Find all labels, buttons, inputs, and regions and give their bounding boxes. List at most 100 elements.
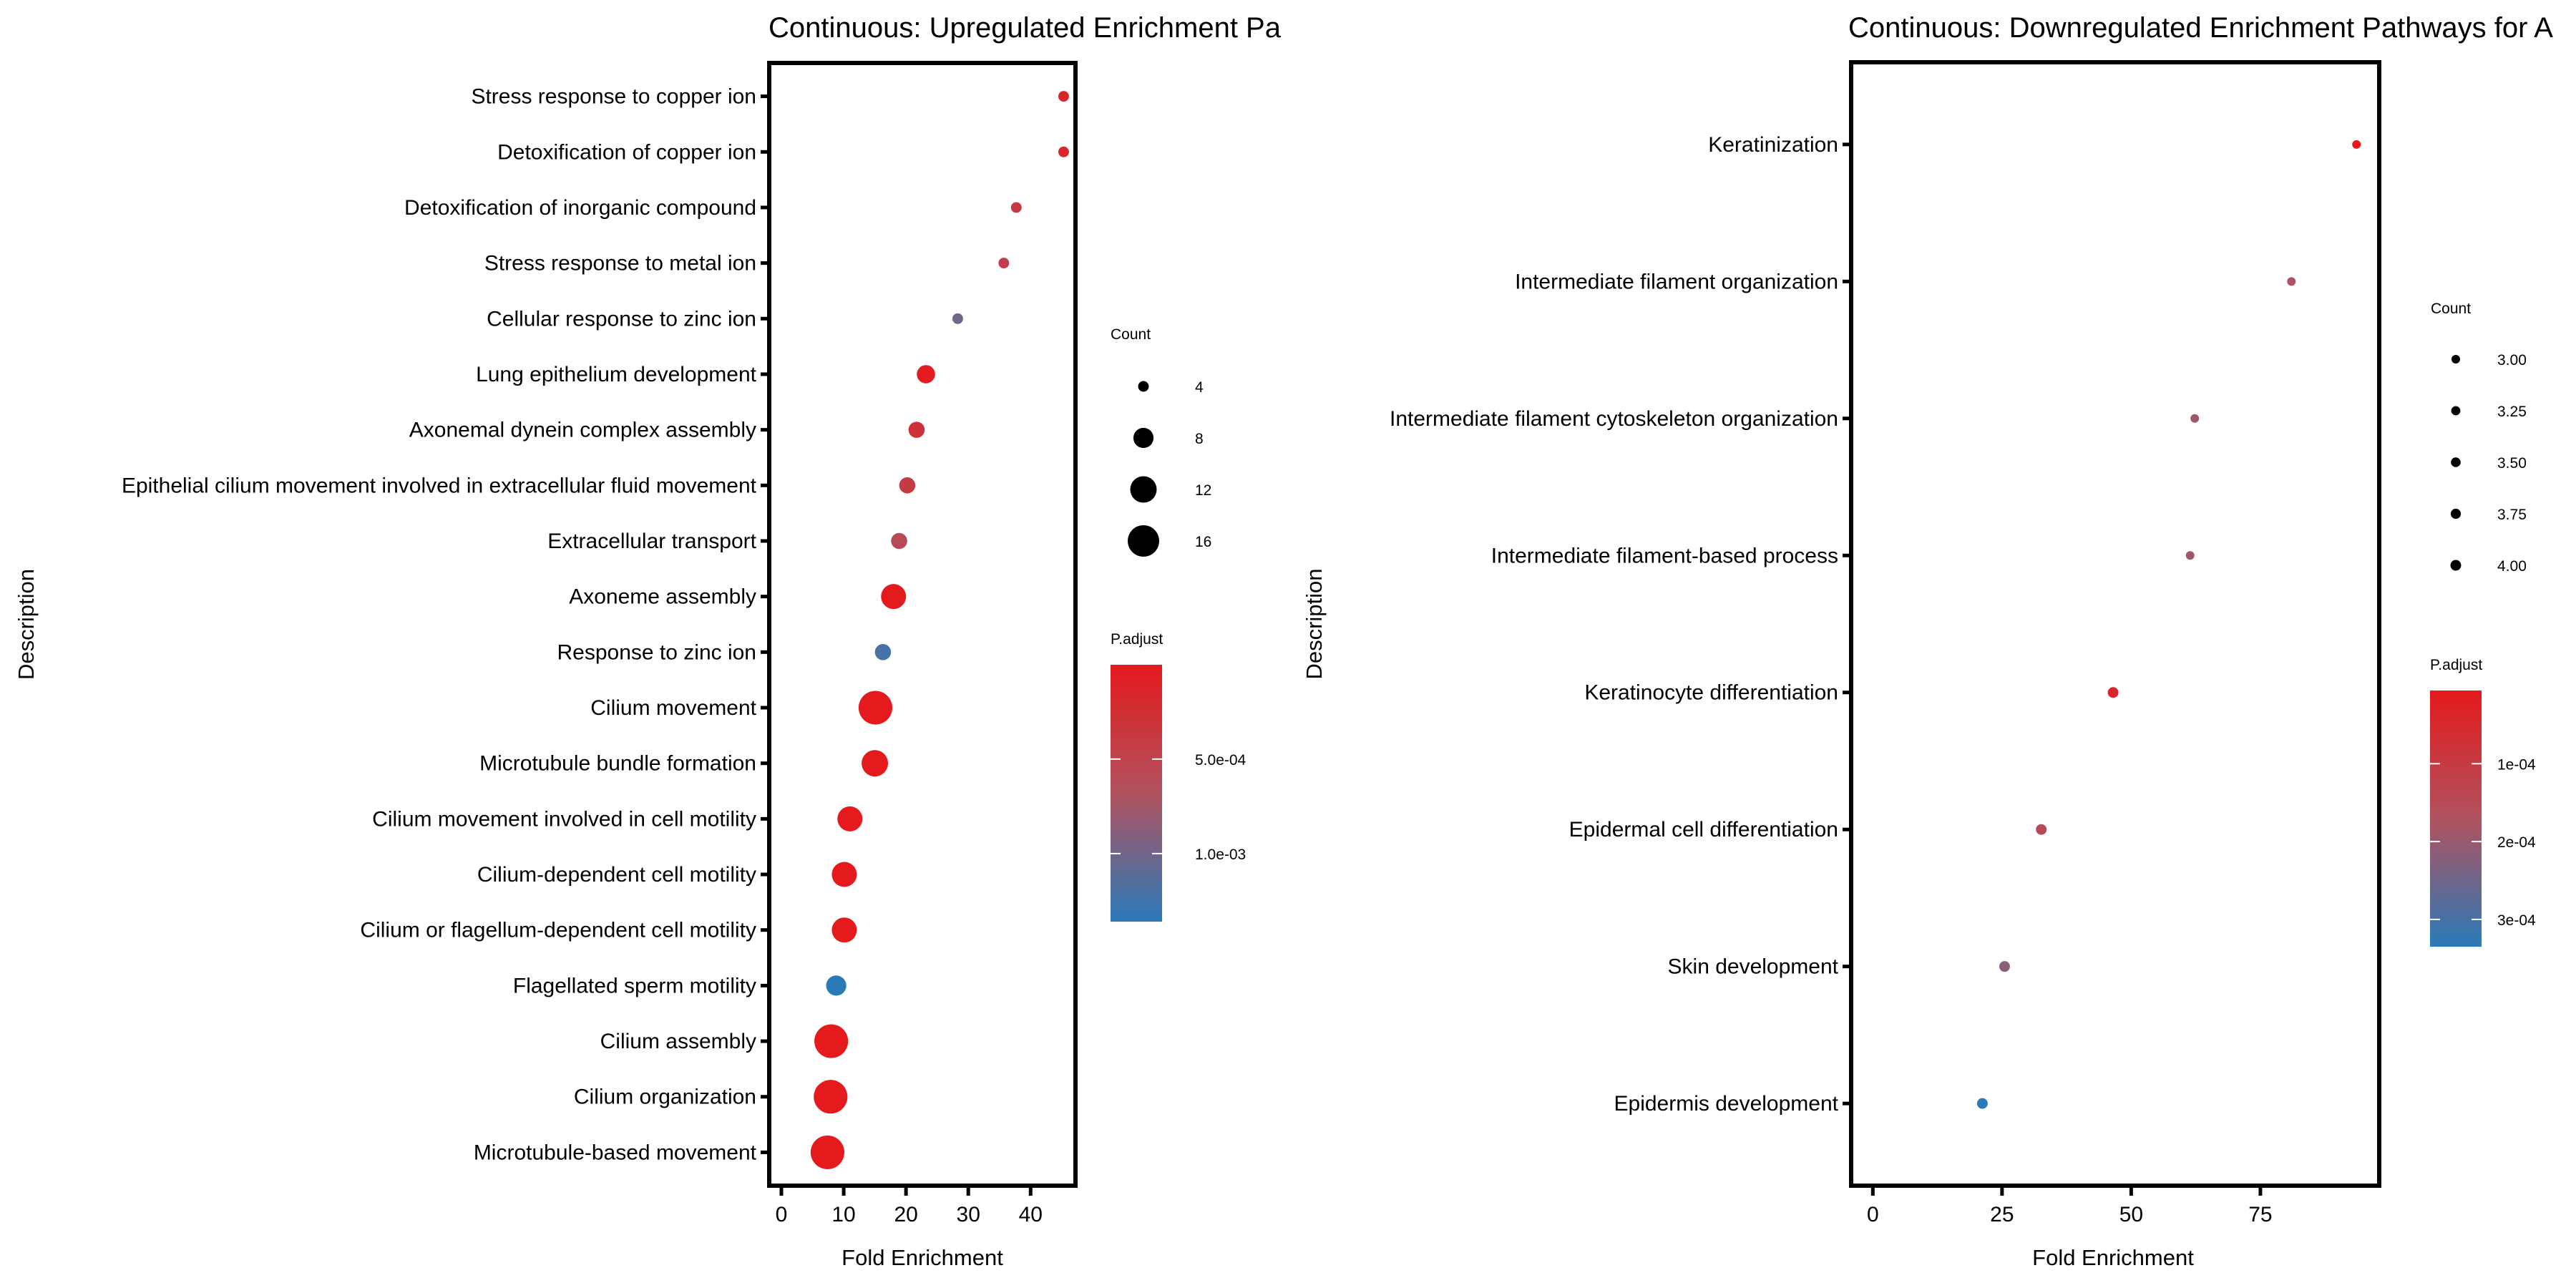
x-axis-title: Fold Enrichment <box>2032 1245 2194 1270</box>
data-point <box>810 1135 844 1169</box>
size-legend-label: 12 <box>1195 482 1211 499</box>
chart-title: Continuous: Upregulated Enrichment Pa <box>769 12 1282 44</box>
data-point <box>826 975 847 996</box>
y-axis-title: Description <box>14 569 39 680</box>
size-legend-label: 3.00 <box>2497 352 2527 369</box>
y-tick-label: Keratinocyte differentiation <box>1584 681 1838 705</box>
y-tick-label: Cilium-dependent cell motility <box>477 863 756 887</box>
y-tick-label: Axoneme assembly <box>569 585 756 609</box>
y-axis-title: Description <box>1302 568 1327 679</box>
y-tick-label: Stress response to copper ion <box>471 85 756 109</box>
x-tick-label: 30 <box>957 1203 980 1226</box>
size-legend-key <box>1138 381 1149 392</box>
size-legend-label: 3.25 <box>2497 404 2527 420</box>
data-point <box>814 1024 849 1058</box>
x-tick-label: 0 <box>776 1203 788 1226</box>
data-point <box>917 365 935 384</box>
y-tick-label: Detoxification of copper ion <box>497 140 756 164</box>
data-point <box>858 691 893 725</box>
data-point <box>831 862 857 887</box>
data-point <box>1058 146 1069 157</box>
data-point <box>837 806 863 831</box>
size-legend-key <box>2451 457 2461 467</box>
data-point <box>2185 551 2195 560</box>
y-tick-label: Skin development <box>1668 955 1839 979</box>
x-tick-label: 50 <box>2119 1203 2143 1226</box>
downregulated-panel: Continuous: Downregulated Enrichment Pat… <box>1302 12 2553 1270</box>
y-tick-label: Cilium movement involved in cell motilit… <box>372 807 756 831</box>
data-point <box>1999 961 2010 972</box>
x-tick-label: 20 <box>894 1203 917 1226</box>
y-tick-label: Cellular response to zinc ion <box>487 307 756 331</box>
size-legend-label: 16 <box>1195 534 1211 550</box>
y-tick-label: Cilium or flagellum-dependent cell motil… <box>360 919 756 942</box>
y-tick-label: Microtubule-based movement <box>474 1141 757 1164</box>
color-legend-label: 1e-04 <box>2497 756 2536 773</box>
color-legend-title: P.adjust <box>1111 631 1163 648</box>
x-tick-label: 25 <box>1990 1203 2014 1226</box>
y-tick-label: Epidermis development <box>1614 1092 1839 1116</box>
data-point <box>908 421 925 438</box>
data-point <box>1976 1098 1988 1109</box>
y-tick-label: Cilium movement <box>590 696 756 720</box>
x-tick-label: 75 <box>2248 1203 2272 1226</box>
data-point <box>2190 414 2200 423</box>
y-tick-label: Epithelial cilium movement involved in e… <box>122 474 757 497</box>
data-point <box>862 750 889 777</box>
data-point <box>952 313 963 324</box>
plot-panel-border <box>767 61 1078 1188</box>
color-legend-title: P.adjust <box>2430 657 2482 673</box>
y-tick-label: Axonemal dynein complex assembly <box>409 419 756 442</box>
color-legend-label: 3e-04 <box>2497 912 2536 929</box>
data-point <box>874 644 892 660</box>
data-point <box>831 917 857 943</box>
size-legend-key <box>1127 525 1160 557</box>
color-legend-label: 5.0e-04 <box>1195 752 1246 769</box>
y-tick-label: Intermediate filament-based process <box>1491 544 1838 567</box>
data-point <box>2352 140 2361 149</box>
y-tick-label: Keratinization <box>1708 133 1838 157</box>
color-bar <box>1111 665 1162 922</box>
data-point <box>881 584 907 610</box>
x-tick-label: 40 <box>1019 1203 1043 1226</box>
size-legend-key <box>1133 427 1154 449</box>
size-legend-key <box>2451 406 2461 416</box>
y-tick-label: Flagellated sperm motility <box>513 974 756 997</box>
color-bar <box>2430 691 2482 947</box>
color-legend-label: 1.0e-03 <box>1195 847 1246 863</box>
size-legend-key <box>2450 560 2462 571</box>
size-legend-label: 4.00 <box>2497 558 2527 575</box>
y-tick-label: Intermediate filament organization <box>1515 270 1838 293</box>
y-tick-label: Stress response to metal ion <box>484 252 756 275</box>
y-tick-label: Intermediate filament cytoskeleton organ… <box>1390 407 1838 431</box>
size-legend-title: Count <box>2431 301 2471 317</box>
color-legend-label: 2e-04 <box>2497 834 2536 851</box>
y-tick-label: Detoxification of inorganic compound <box>404 196 756 220</box>
size-legend-label: 8 <box>1195 431 1204 447</box>
data-point <box>2287 277 2296 286</box>
y-tick-label: Lung epithelium development <box>476 363 757 386</box>
size-legend-label: 3.75 <box>2497 507 2527 523</box>
data-point <box>891 532 907 550</box>
data-point <box>2036 824 2047 835</box>
data-point <box>814 1080 848 1114</box>
upregulated-panel: Continuous: Upregulated Enrichment Pa Str… <box>14 12 1282 1270</box>
size-legend-key <box>1130 476 1157 503</box>
size-legend-label: 3.50 <box>2497 455 2527 472</box>
y-tick-label: Cilium assembly <box>600 1030 756 1053</box>
y-tick-label: Epidermal cell differentiation <box>1569 818 1838 841</box>
size-legend-key <box>2451 355 2460 364</box>
data-point <box>899 477 916 494</box>
size-legend-title: Count <box>1111 326 1151 343</box>
x-tick-label: 0 <box>1867 1203 1879 1226</box>
data-point <box>998 258 1010 269</box>
x-axis-title: Fold Enrichment <box>841 1245 1003 1270</box>
x-tick-label: 10 <box>831 1203 855 1226</box>
data-point <box>2107 687 2119 698</box>
data-point <box>1058 91 1069 102</box>
y-tick-label: Microtubule bundle formation <box>479 752 756 776</box>
y-tick-label: Cilium organization <box>574 1085 756 1109</box>
data-point <box>1010 202 1022 213</box>
